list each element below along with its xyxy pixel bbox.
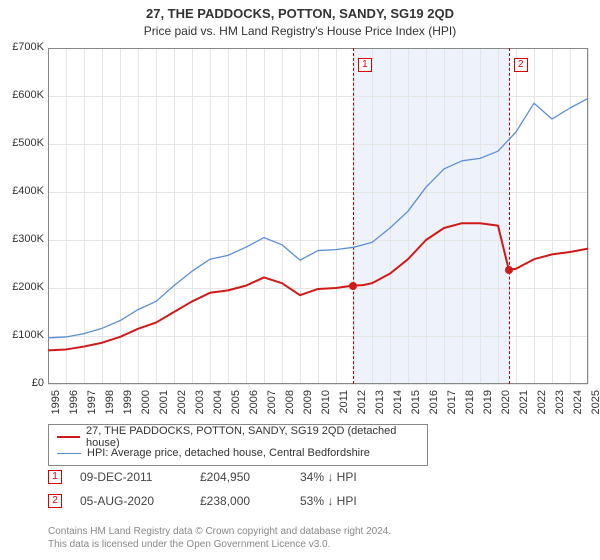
legend-label: 27, THE PADDOCKS, POTTON, SANDY, SG19 2Q… [86,425,419,449]
chart-x-tick-label: 2008 [284,390,296,420]
chart-x-tick-label: 2000 [140,390,152,420]
sale-date: 05-AUG-2020 [80,494,200,508]
chart-x-tick-label: 2014 [392,390,404,420]
chart-x-tick-label: 1998 [104,390,116,420]
chart-sale-dot [349,282,357,290]
chart-y-tick-label: £700K [2,41,44,53]
sale-date: 09-DEC-2011 [80,470,200,484]
chart-x-tick-label: 2020 [500,390,512,420]
chart-x-tick-label: 2024 [572,390,584,420]
chart-x-tick-label: 2019 [482,390,494,420]
sale-delta: 53% ↓ HPI [300,494,420,508]
chart-x-tick-label: 2022 [536,390,548,420]
chart-x-tick-label: 2021 [518,390,530,420]
chart-x-tick-label: 2010 [320,390,332,420]
footnote: Contains HM Land Registry data © Crown c… [48,526,391,551]
chart-x-tick-label: 2006 [248,390,260,420]
chart-x-tick-label: 1996 [68,390,80,420]
chart-x-tick-label: 2015 [410,390,422,420]
chart-y-tick-label: £100K [2,329,44,341]
chart-x-tick-label: 2023 [554,390,566,420]
legend-row: HPI: Average price, detached house, Cent… [57,445,419,461]
chart-x-tick-label: 2004 [212,390,224,420]
chart-x-tick-label: 2003 [194,390,206,420]
chart-x-tick-label: 2002 [176,390,188,420]
chart-y-tick-label: £0 [2,377,44,389]
sale-row: 1 09-DEC-2011£204,95034% ↓ HPI [48,470,420,484]
sale-price: £204,950 [200,470,300,484]
chart-x-tick-label: 2011 [338,390,350,420]
legend-swatch [57,453,81,454]
chart-line-series [48,98,588,338]
sale-delta: 34% ↓ HPI [300,470,420,484]
chart-y-tick-label: £400K [2,185,44,197]
sale-price: £238,000 [200,494,300,508]
chart-x-tick-label: 2017 [446,390,458,420]
chart-x-tick-label: 1995 [50,390,62,420]
chart-plot-area: 12 [48,48,588,384]
legend-label: HPI: Average price, detached house, Cent… [87,447,370,459]
chart-series-svg [48,48,588,384]
chart-x-tick-label: 1997 [86,390,98,420]
page-title: 27, THE PADDOCKS, POTTON, SANDY, SG19 2Q… [0,6,600,21]
legend-swatch [57,436,80,438]
chart-y-tick-label: £200K [2,281,44,293]
sale-marker-icon: 1 [48,470,62,484]
chart-x-tick-label: 2001 [158,390,170,420]
chart-sale-dot [505,266,513,274]
chart-x-tick-label: 2018 [464,390,476,420]
sale-row: 2 05-AUG-2020£238,00053% ↓ HPI [48,494,420,508]
chart-x-tick-label: 2005 [230,390,242,420]
chart-y-tick-label: £600K [2,89,44,101]
footnote-line: Contains HM Land Registry data © Crown c… [48,526,391,539]
chart-gridline-h [48,384,588,385]
sale-marker-icon: 2 [48,494,62,508]
chart-x-tick-label: 1999 [122,390,134,420]
chart-x-tick-label: 2009 [302,390,314,420]
chart-legend: 27, THE PADDOCKS, POTTON, SANDY, SG19 2Q… [48,424,428,466]
chart-x-tick-label: 2025 [590,390,600,420]
chart-y-tick-label: £500K [2,137,44,149]
page-subtitle: Price paid vs. HM Land Registry's House … [0,24,600,38]
chart-x-tick-label: 2007 [266,390,278,420]
legend-row: 27, THE PADDOCKS, POTTON, SANDY, SG19 2Q… [57,429,419,445]
chart-line-series [48,223,588,350]
chart-x-tick-label: 2016 [428,390,440,420]
chart-gridline-v [588,48,589,384]
chart-x-tick-label: 2012 [356,390,368,420]
chart-y-tick-label: £300K [2,233,44,245]
footnote-line: This data is licensed under the Open Gov… [48,539,391,552]
chart-x-tick-label: 2013 [374,390,386,420]
